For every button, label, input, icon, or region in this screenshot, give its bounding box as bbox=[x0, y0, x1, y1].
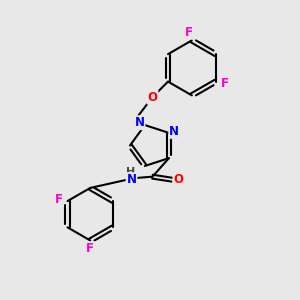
Text: O: O bbox=[148, 91, 158, 103]
Text: F: F bbox=[86, 242, 94, 255]
Text: H: H bbox=[126, 167, 135, 177]
Text: F: F bbox=[185, 26, 193, 38]
Text: O: O bbox=[173, 173, 183, 186]
Text: N: N bbox=[134, 116, 145, 129]
Text: N: N bbox=[169, 125, 179, 138]
Text: F: F bbox=[220, 76, 229, 90]
Text: F: F bbox=[55, 193, 63, 206]
Text: N: N bbox=[127, 173, 136, 186]
